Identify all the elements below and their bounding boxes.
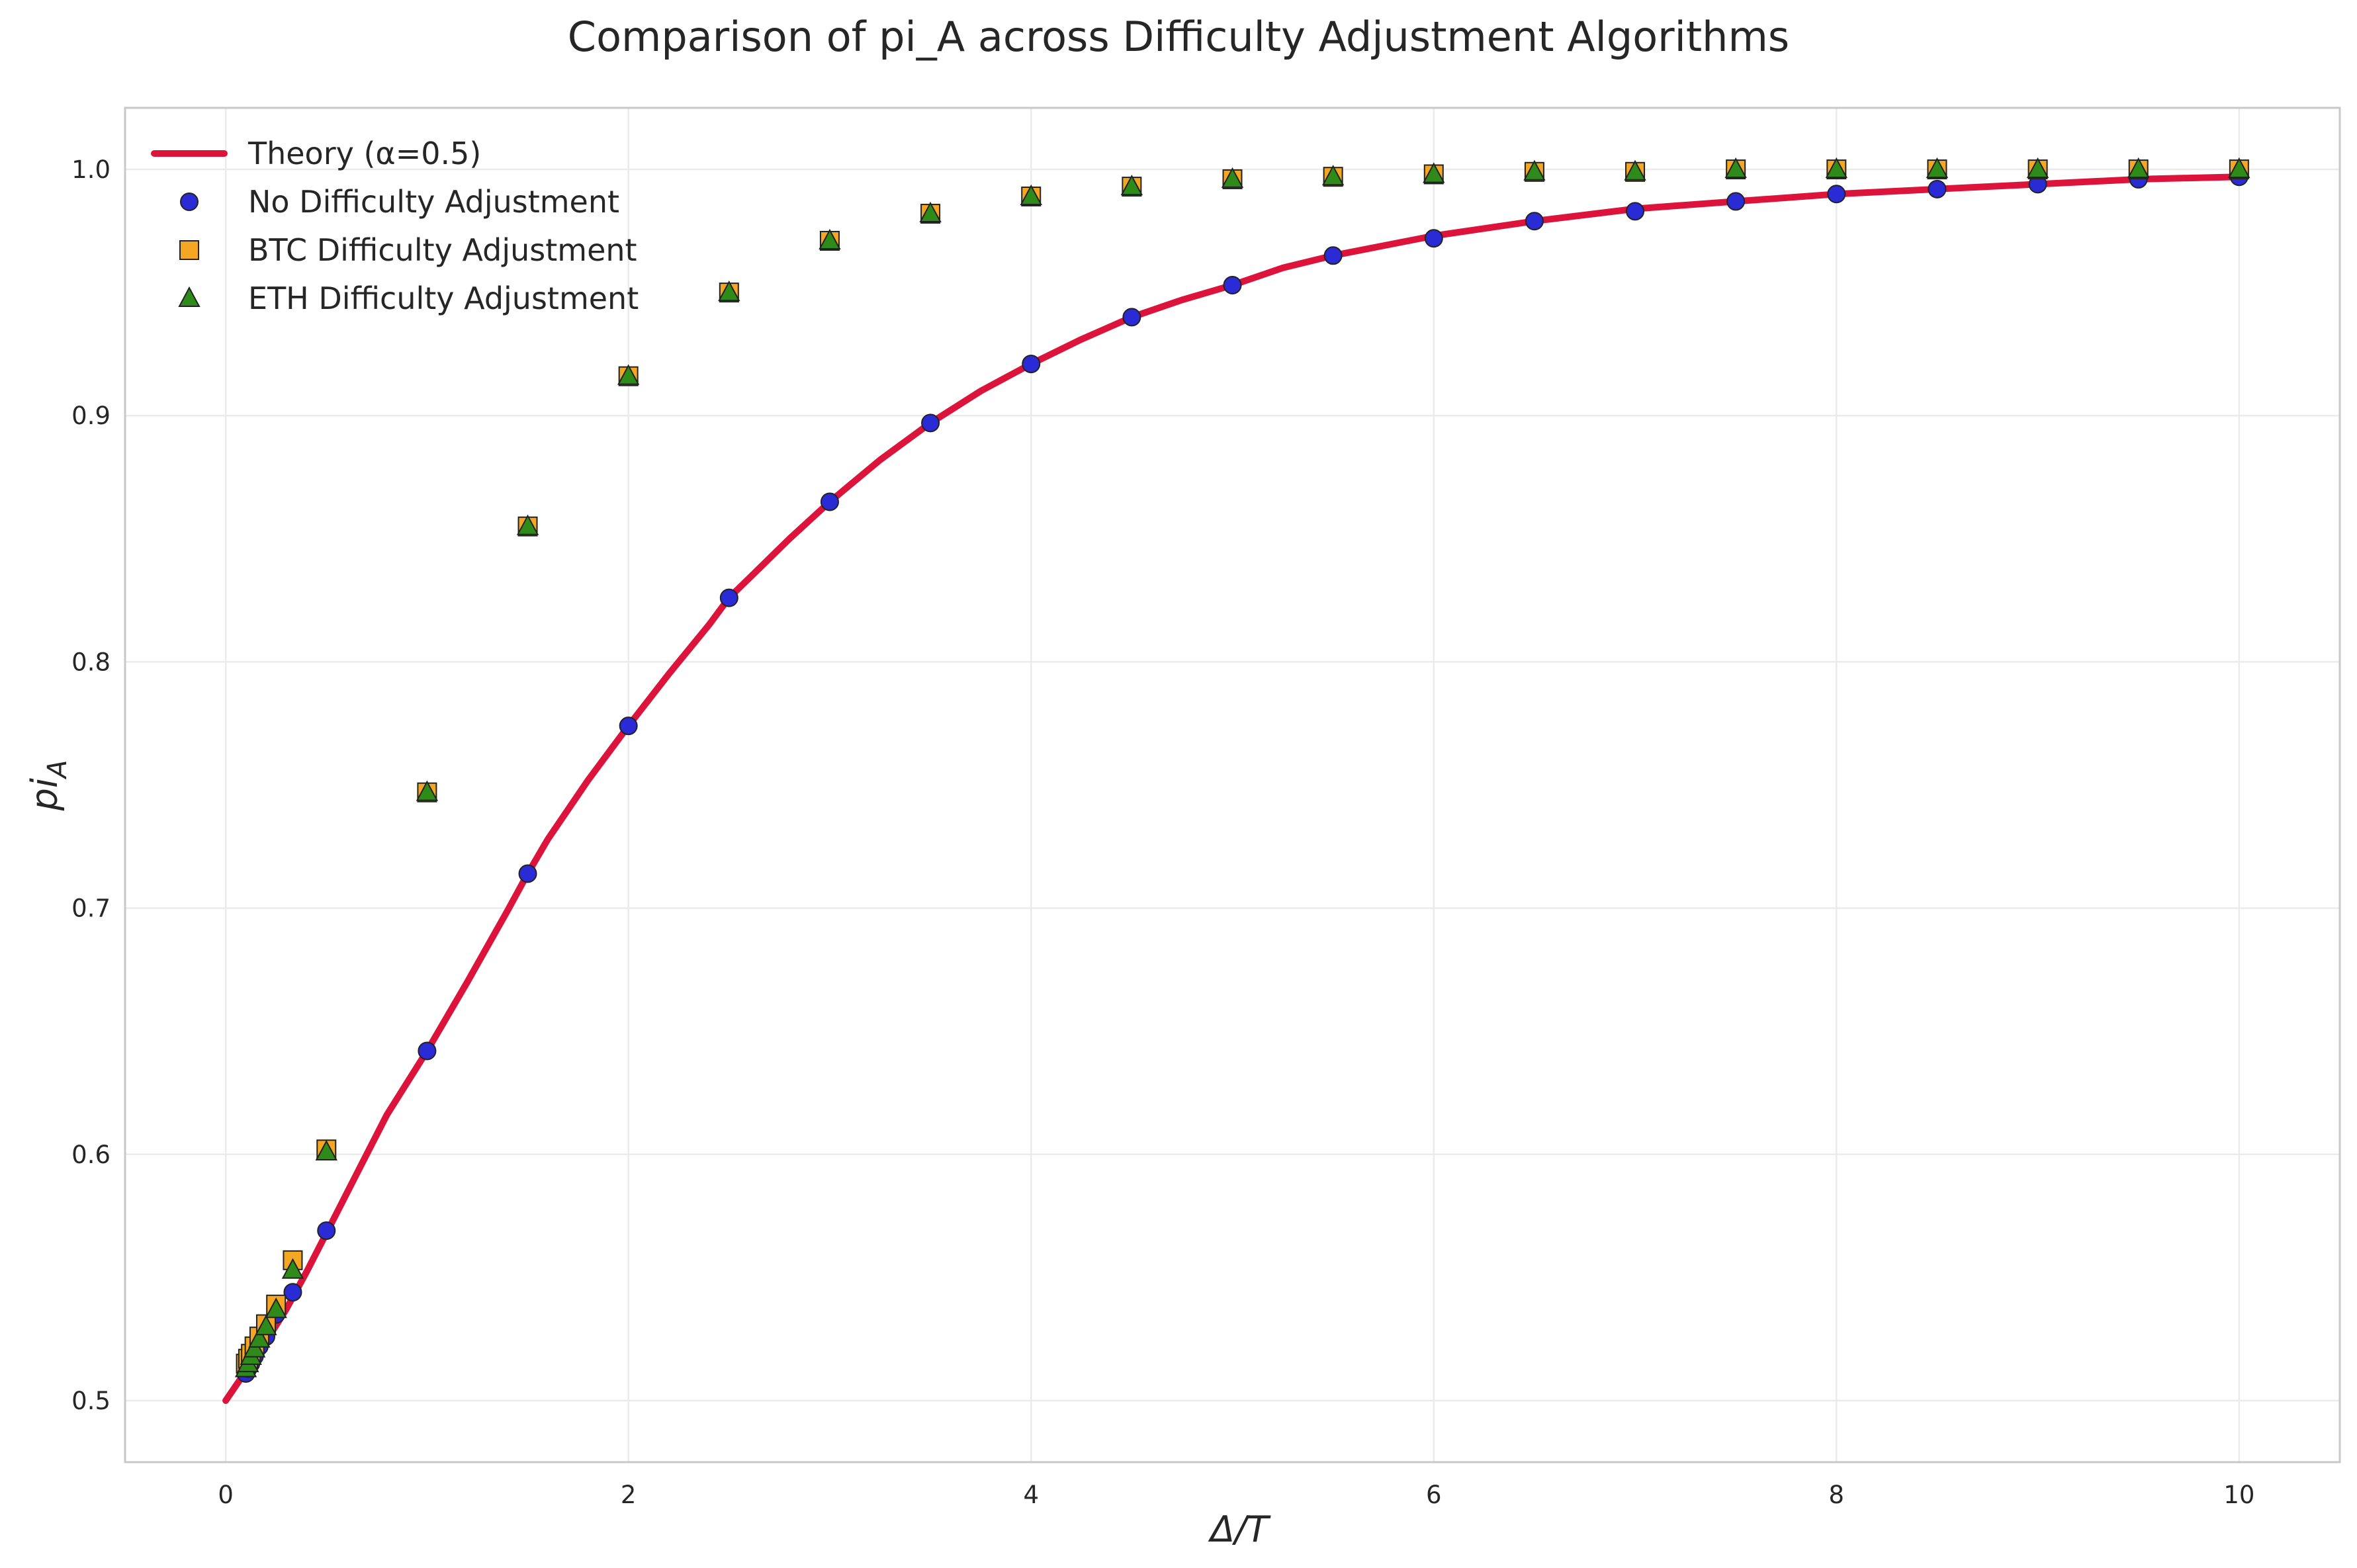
y-axis-label-subscript: A xyxy=(42,760,73,780)
y-axis-label-main: pi xyxy=(24,778,66,811)
point-circle xyxy=(1022,355,1041,374)
legend-theory-label: Theory (α=0.5) xyxy=(247,136,481,171)
point-triangle xyxy=(315,1139,337,1161)
point-circle xyxy=(317,1221,336,1241)
point-triangle xyxy=(718,281,740,302)
plot-area xyxy=(124,107,2341,1463)
point-triangle xyxy=(281,1258,304,1279)
legend: Theory (α=0.5) No Difficulty Adjustment BT… xyxy=(151,136,639,316)
point-circle xyxy=(1626,202,1645,221)
point-triangle xyxy=(1423,162,1445,183)
series-triangle-points xyxy=(234,157,2250,1377)
point-triangle xyxy=(2127,157,2150,179)
point-circle xyxy=(820,492,839,511)
point-triangle xyxy=(1926,157,1949,179)
x-tick-label: 4 xyxy=(1023,1481,1039,1509)
legend-series-label: No Difficulty Adjustment xyxy=(248,184,619,220)
point-triangle xyxy=(255,1315,277,1336)
x-tick-label: 2 xyxy=(621,1481,637,1509)
x-tick-label: 0 xyxy=(218,1481,234,1509)
y-tick-label: 0.7 xyxy=(71,894,111,923)
x-tick-label: 6 xyxy=(1426,1481,1442,1509)
y-tick-label: 0.5 xyxy=(71,1387,111,1415)
x-tick-label: 8 xyxy=(1829,1481,1845,1509)
point-triangle xyxy=(1724,157,1747,179)
point-triangle xyxy=(1624,159,1646,181)
legend-square-swatch xyxy=(179,240,199,260)
point-triangle xyxy=(1321,165,1345,186)
point-circle xyxy=(1424,229,1443,248)
point-triangle xyxy=(2228,157,2250,179)
point-triangle xyxy=(1020,184,1042,205)
y-axis-ticks: 0.5 0.6 0.7 0.8 0.9 1.0 xyxy=(71,155,111,1415)
x-tick-label: 10 xyxy=(2223,1481,2254,1509)
legend-triangle-swatch xyxy=(178,286,200,307)
point-triangle xyxy=(617,364,640,385)
point-triangle xyxy=(265,1297,287,1319)
point-triangle xyxy=(516,514,539,535)
point-circle xyxy=(921,414,940,433)
legend-circle-swatch xyxy=(180,193,199,211)
point-circle xyxy=(518,864,537,883)
plot-background xyxy=(125,108,2340,1462)
y-axis-label: piA xyxy=(24,760,73,812)
point-triangle xyxy=(1825,157,1847,179)
point-triangle xyxy=(416,780,439,801)
plot-frame xyxy=(124,107,2341,1463)
point-circle xyxy=(1223,275,1242,294)
legend-series-label: ETH Difficulty Adjustment xyxy=(248,281,639,316)
point-circle xyxy=(1827,185,1846,204)
legend-series-label: BTC Difficulty Adjustment xyxy=(248,232,637,268)
point-circle xyxy=(418,1041,437,1061)
scatter-points-layer xyxy=(234,157,2250,1383)
y-tick-label: 1.0 xyxy=(71,155,111,184)
point-circle xyxy=(283,1283,302,1302)
point-triangle xyxy=(919,201,942,223)
x-axis-ticks: 0 2 4 6 8 10 xyxy=(218,1481,2254,1509)
y-tick-label: 0.6 xyxy=(71,1141,111,1169)
point-circle xyxy=(719,588,738,607)
point-triangle xyxy=(248,1327,271,1348)
point-circle xyxy=(1928,179,1947,198)
point-circle xyxy=(1525,212,1544,231)
x-axis-label: Δ/T xyxy=(1208,1508,1271,1550)
point-circle xyxy=(619,717,638,736)
point-triangle xyxy=(819,228,841,249)
point-triangle xyxy=(1120,174,1143,196)
point-triangle xyxy=(1221,167,1244,188)
y-tick-label: 0.8 xyxy=(71,648,111,676)
chart-title: Comparison of pi_A across Difficulty Adj… xyxy=(568,13,1789,61)
point-circle xyxy=(1122,308,1141,327)
point-circle xyxy=(1323,246,1343,265)
y-tick-label: 0.9 xyxy=(71,402,111,430)
point-triangle xyxy=(2026,157,2049,179)
point-triangle xyxy=(1523,159,1546,181)
point-circle xyxy=(1726,192,1746,211)
